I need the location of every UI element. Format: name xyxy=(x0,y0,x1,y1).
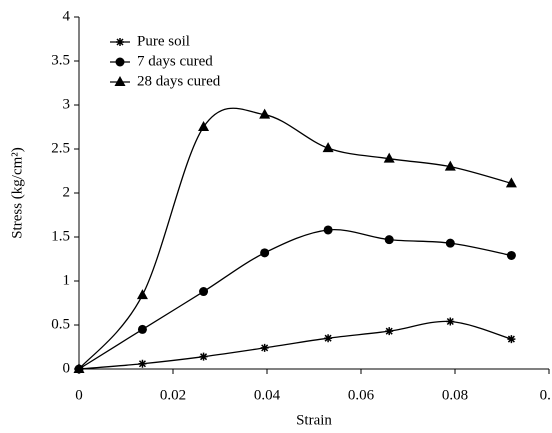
y-tick-label: 0.5 xyxy=(51,316,70,332)
marker xyxy=(322,142,334,153)
x-axis-label: Strain xyxy=(296,412,332,428)
legend-label: 7 days cured xyxy=(137,53,213,69)
marker xyxy=(259,108,271,119)
x-tick-label: 0.06 xyxy=(348,387,375,403)
legend-marker xyxy=(115,57,125,67)
marker xyxy=(384,235,394,245)
marker xyxy=(199,352,208,361)
x-tick-label: 0.04 xyxy=(254,387,281,403)
legend-marker xyxy=(116,38,124,46)
marker xyxy=(73,363,85,373)
marker xyxy=(260,248,270,258)
marker xyxy=(383,152,395,163)
marker xyxy=(324,334,333,343)
x-tick-label: 0 xyxy=(75,387,83,403)
marker xyxy=(138,359,147,368)
marker xyxy=(445,238,455,248)
y-axis-label: Stress (kg/cm²) xyxy=(9,147,25,239)
marker xyxy=(199,287,209,297)
marker xyxy=(385,327,394,336)
y-tick-label: 3 xyxy=(63,96,71,112)
y-tick-label: 1.5 xyxy=(51,228,70,244)
marker xyxy=(505,177,517,188)
y-tick-label: 1 xyxy=(63,272,71,288)
y-tick-label: 2.5 xyxy=(51,140,70,156)
marker xyxy=(446,317,455,326)
x-tick-label: 0.02 xyxy=(160,387,186,403)
x-tick-label: 0.08 xyxy=(442,387,468,403)
marker xyxy=(260,343,269,352)
legend-label: 28 days cured xyxy=(137,73,221,89)
marker xyxy=(198,121,210,131)
y-tick-label: 3.5 xyxy=(51,52,70,68)
marker xyxy=(137,324,147,334)
marker xyxy=(136,289,148,300)
marker xyxy=(444,160,456,171)
y-tick-label: 2 xyxy=(63,184,71,200)
marker xyxy=(506,250,516,260)
y-tick-label: 4 xyxy=(63,8,71,24)
legend-marker xyxy=(114,76,126,86)
series-line xyxy=(78,229,512,370)
x-tick-label: 0.1 xyxy=(540,387,552,403)
legend-label: Pure soil xyxy=(137,33,190,49)
marker xyxy=(323,225,333,235)
y-tick-label: 0 xyxy=(63,360,71,376)
marker xyxy=(507,335,516,344)
